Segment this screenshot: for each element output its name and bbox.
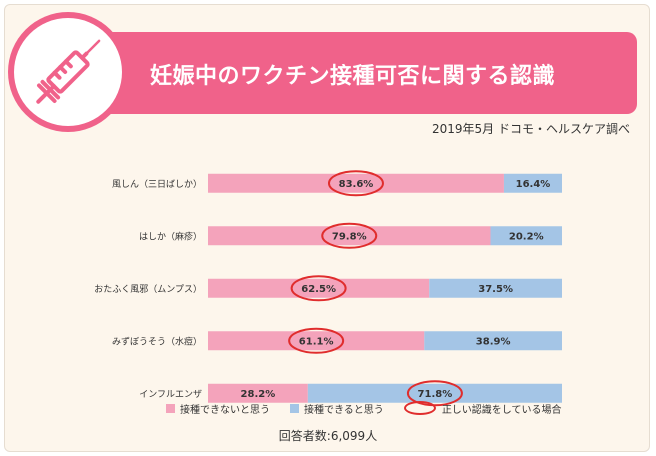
legend-item-correct: 正しい認識をしている場合 xyxy=(403,401,562,416)
title-banner xyxy=(92,32,637,114)
bar-segment xyxy=(208,383,308,403)
data-label: 28.2% xyxy=(241,389,276,400)
category-label: 風しん（三日ばしか） xyxy=(112,179,202,190)
correct-marker xyxy=(290,275,347,302)
bar-segment xyxy=(208,226,491,246)
chart-title: 妊娠中のワクチン接種可否に関する認識 xyxy=(150,64,556,89)
legend: 接種できないと思う 接種できると思う 正しい認識をしている場合 xyxy=(166,399,582,417)
category-label: みずぼうそう（水痘） xyxy=(112,335,202,347)
data-label: 71.8% xyxy=(418,389,453,400)
data-label: 37.5% xyxy=(478,284,513,295)
legend-label-no: 接種できないと思う xyxy=(180,404,270,416)
legend-ring-marker xyxy=(403,401,436,415)
category-label: はしか（麻疹） xyxy=(139,230,202,242)
bar-segment xyxy=(208,278,430,298)
respondent-count: 回答者数:6,099人 xyxy=(278,429,378,443)
bar-segment xyxy=(503,173,562,193)
legend-item-yes: 接種できると思う xyxy=(290,401,384,416)
category-label: インフルエンザ xyxy=(139,389,202,400)
data-label: 16.4% xyxy=(516,179,551,190)
data-label: 62.5% xyxy=(301,284,336,295)
data-label: 61.1% xyxy=(299,336,334,347)
bar-segment xyxy=(429,278,562,298)
legend-swatch-no xyxy=(166,403,175,413)
bar-segment xyxy=(208,173,504,193)
bar-segment xyxy=(208,331,425,351)
legend-label-correct: 正しい認識をしている場合 xyxy=(441,404,562,416)
legend-item-no: 接種できないと思う xyxy=(166,401,270,416)
syringe-icon xyxy=(36,39,101,104)
data-label: 79.8% xyxy=(332,231,367,242)
data-label: 20.2% xyxy=(509,231,544,242)
correct-marker xyxy=(327,170,384,197)
bar-segment xyxy=(424,331,562,351)
data-label: 83.6% xyxy=(339,179,374,190)
correct-marker xyxy=(288,327,345,354)
legend-label-yes: 接種できると思う xyxy=(304,404,384,416)
bar-segment xyxy=(307,383,562,403)
data-label: 38.9% xyxy=(476,336,511,347)
bar-segment xyxy=(490,226,562,246)
legend-swatch-yes xyxy=(290,403,299,413)
icon-badge-inner xyxy=(14,18,122,126)
source-note: 2019年5月 ドコモ・ヘルスケア調べ xyxy=(432,122,630,136)
correct-marker xyxy=(321,222,378,249)
category-label: おたふく風邪（ムンプス） xyxy=(94,284,202,295)
